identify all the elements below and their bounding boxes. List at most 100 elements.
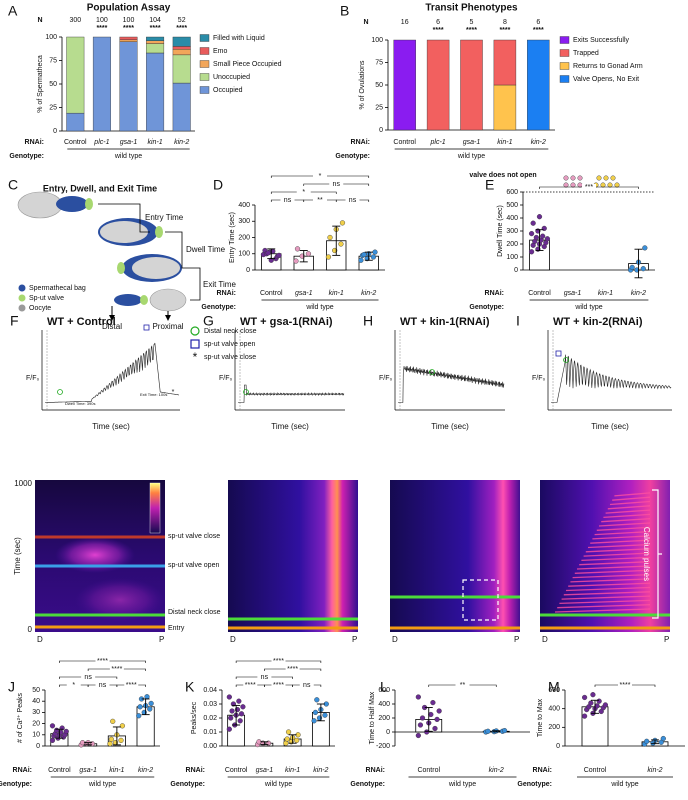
data-point: [339, 220, 346, 226]
y-tick-label: 400: [548, 706, 560, 713]
data-point: [108, 736, 114, 742]
bar-segment: [92, 36, 111, 132]
data-point: [361, 251, 367, 258]
x-tick-label: Control: [584, 767, 607, 774]
panel-letter: C: [8, 177, 18, 193]
x-tick-label: kin-2: [647, 767, 662, 774]
y-tick-label: 600: [548, 687, 560, 694]
n-label: N: [37, 17, 42, 24]
y-tick-label: 0: [53, 128, 57, 135]
y-tick-label: 25: [375, 104, 383, 111]
y-tick-label: 300: [238, 218, 250, 225]
bar-segment: [172, 49, 191, 56]
legend-swatch: [199, 86, 210, 94]
genotype-label: Genotype:: [170, 781, 205, 788]
y-tick-label: 400: [506, 215, 518, 222]
bar-segment: [146, 36, 165, 41]
y-tick-label: 50: [49, 81, 57, 88]
data-point: [419, 715, 426, 721]
n-label: N: [363, 19, 368, 26]
x-tick-label: plc-1: [430, 139, 446, 146]
trace-title: WT + kin-1(RNAi): [400, 316, 490, 328]
panel-letter: B: [340, 3, 349, 19]
chart-title: Population Assay: [87, 3, 171, 14]
heatmap-stripe: [609, 500, 651, 506]
bar-segment: [172, 46, 191, 50]
genotype: wild type: [264, 781, 292, 788]
heatmap-stripe: [594, 530, 651, 536]
y-tick-label: 100: [45, 34, 57, 41]
diagram-end: Distal: [102, 322, 122, 331]
bracket-gap: [280, 197, 295, 203]
diagram-step: Dwell Time: [186, 245, 226, 254]
x-tick-label: gsa-1: [564, 290, 582, 297]
trace-legend: sp-ut valve close: [204, 354, 256, 361]
rnai-label: RNAi:: [485, 290, 504, 297]
x-tick-label: gsa-1: [120, 139, 138, 146]
data-point: [434, 716, 440, 723]
n-value: 16: [401, 19, 409, 26]
data-point: [581, 713, 588, 719]
comparison-label: ****: [245, 682, 256, 689]
data-point: [148, 700, 154, 707]
trace-legend: sp-ut valve open: [204, 341, 255, 348]
data-point: [237, 718, 243, 724]
data-point: [144, 694, 150, 700]
data-point: [325, 254, 332, 260]
comparison-label: **: [460, 682, 466, 689]
trace-note: Dwell Time: 390s: [65, 401, 95, 406]
data-point: [528, 249, 535, 255]
calcium-trace: [45, 342, 179, 403]
data-point: [338, 241, 344, 247]
comparison-label: ***: [585, 184, 593, 191]
bracket-gap: [95, 682, 110, 688]
y-tick-label: 25: [49, 104, 57, 111]
panel-letter: E: [485, 177, 494, 193]
n-value: 6: [436, 19, 440, 26]
heatmap-stripe: [592, 535, 651, 540]
heatmap-stripe: [559, 599, 651, 605]
marker-distal: [429, 369, 435, 375]
data-point: [485, 728, 491, 734]
marker-distal: [57, 389, 63, 395]
bar-segment: [172, 54, 191, 84]
legend-swatch: [199, 47, 210, 55]
legend-swatch: [559, 75, 570, 83]
data-point: [432, 725, 438, 732]
trace-x-label: Time (sec): [92, 422, 130, 431]
data-point: [54, 727, 60, 733]
x-tick-label: kin-1: [148, 139, 163, 146]
data-point: [642, 245, 648, 251]
event-label: sp-ut valve open: [168, 562, 219, 569]
heatmap-stripe: [612, 496, 651, 501]
bar-segment: [460, 39, 483, 131]
x-tick-label: kin-2: [174, 139, 189, 146]
marker-open: [555, 350, 562, 357]
comparison-label: ****: [287, 666, 298, 673]
y-tick-label: 600: [506, 189, 518, 196]
heatmap-stripe: [563, 591, 651, 596]
legend-swatch: [559, 36, 570, 44]
data-point: [284, 736, 290, 742]
y-tick-label: 300: [506, 228, 518, 235]
rnai-label: RNAi:: [13, 767, 32, 774]
heatmap-stripe: [585, 548, 651, 553]
legend-label: Unoccupied: [213, 74, 250, 81]
y-tick-label: 40: [32, 698, 40, 705]
y-tick-label: 75: [49, 57, 57, 64]
y-tick-label: 100: [506, 254, 518, 261]
rnai-label: RNAi:: [217, 290, 236, 297]
legend-marker: *: [193, 350, 198, 364]
trace-y-label: F/F₀: [219, 375, 232, 382]
n-value: 5: [470, 19, 474, 26]
x-tick-label: kin-1: [329, 290, 344, 297]
heatmap-stripe: [596, 526, 651, 531]
data-point: [629, 264, 635, 271]
heatmap-y-bottom: 0: [28, 625, 33, 634]
rnai-label: RNAi:: [25, 139, 44, 146]
n-value: 8: [503, 19, 507, 26]
bar-segment: [146, 43, 165, 54]
y-tick-label: 0: [386, 729, 390, 736]
y-tick-label: 100: [238, 251, 250, 258]
bracket-gap: [66, 682, 81, 688]
